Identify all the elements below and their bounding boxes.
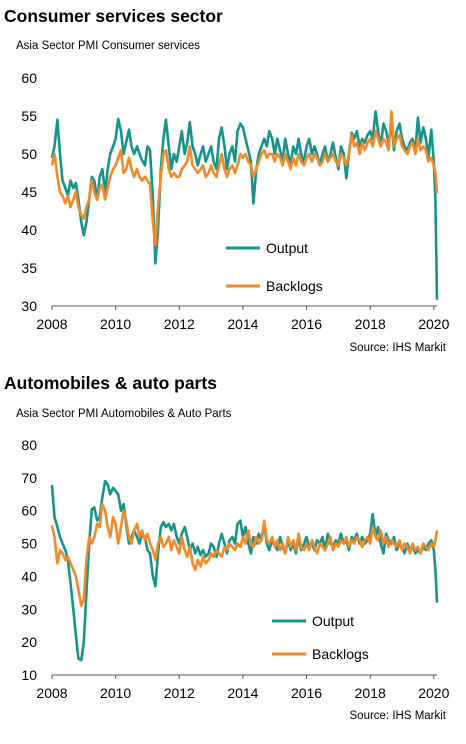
y-tick-label: 20 <box>21 634 37 650</box>
y-tick-label: 50 <box>21 146 37 162</box>
x-tick-label: 2018 <box>355 316 386 332</box>
consumer-services-panel: Consumer services sector Asia Sector PMI… <box>0 0 466 370</box>
x-tick-label: 2012 <box>164 685 195 701</box>
x-tick-label: 2012 <box>164 316 195 332</box>
automobiles-chart: 10 20 30 40 50 60 70 80 2008 2010 2012 2014 2016 2018… <box>21 437 449 701</box>
x-tick-label: 2014 <box>227 316 258 332</box>
automobiles-panel: Automobiles & auto parts Asia Sector PMI… <box>0 370 466 744</box>
x-tick-label: 2008 <box>36 316 67 332</box>
legend-label-output: Output <box>266 240 308 256</box>
series-line-output <box>50 110 439 300</box>
chart-source: Source: IHS Markit <box>349 710 447 722</box>
chart-subtitle: Asia Sector PMI Consumer services <box>16 40 201 52</box>
series-line-backlogs <box>50 502 439 608</box>
y-tick-label: 50 <box>21 536 37 552</box>
x-tick-label: 2016 <box>291 685 322 701</box>
y-tick-label: 40 <box>21 568 37 584</box>
y-tick-label: 45 <box>21 184 37 200</box>
x-tick-label: 2020 <box>418 316 449 332</box>
y-tick-label: 55 <box>21 108 37 124</box>
x-tick-label: 2016 <box>291 316 322 332</box>
y-tick-label: 40 <box>21 222 37 238</box>
chart-source: Source: IHS Markit <box>349 342 447 354</box>
y-tick-label: 35 <box>21 260 37 276</box>
legend-label-output: Output <box>312 613 354 629</box>
consumer-services-chart: 30 35 40 45 50 55 60 2008 2010 2012 2014 2016 2018 20… <box>21 70 449 332</box>
y-tick-label: 70 <box>21 470 37 486</box>
legend-label-backlogs: Backlogs <box>266 278 323 294</box>
legend-label-backlogs: Backlogs <box>312 646 369 662</box>
y-tick-label: 60 <box>21 70 37 86</box>
chart-title: Consumer services sector <box>4 6 223 26</box>
x-tick-label: 2018 <box>355 685 386 701</box>
x-tick-label: 2014 <box>227 685 258 701</box>
series-line-output <box>50 479 439 662</box>
y-tick-label: 60 <box>21 503 37 519</box>
x-tick-label: 2010 <box>100 685 131 701</box>
chart-title: Automobiles & auto parts <box>4 373 217 393</box>
y-tick-label: 10 <box>21 667 37 683</box>
x-tick-label: 2010 <box>100 316 131 332</box>
x-tick-label: 2020 <box>418 685 449 701</box>
chart-subtitle: Asia Sector PMI Automobiles & Auto Parts <box>16 408 232 420</box>
x-tick-label: 2008 <box>36 685 67 701</box>
y-tick-label: 80 <box>21 437 37 453</box>
y-tick-label: 30 <box>21 298 37 314</box>
y-tick-label: 30 <box>21 601 37 617</box>
series-line-backlogs <box>50 110 439 247</box>
